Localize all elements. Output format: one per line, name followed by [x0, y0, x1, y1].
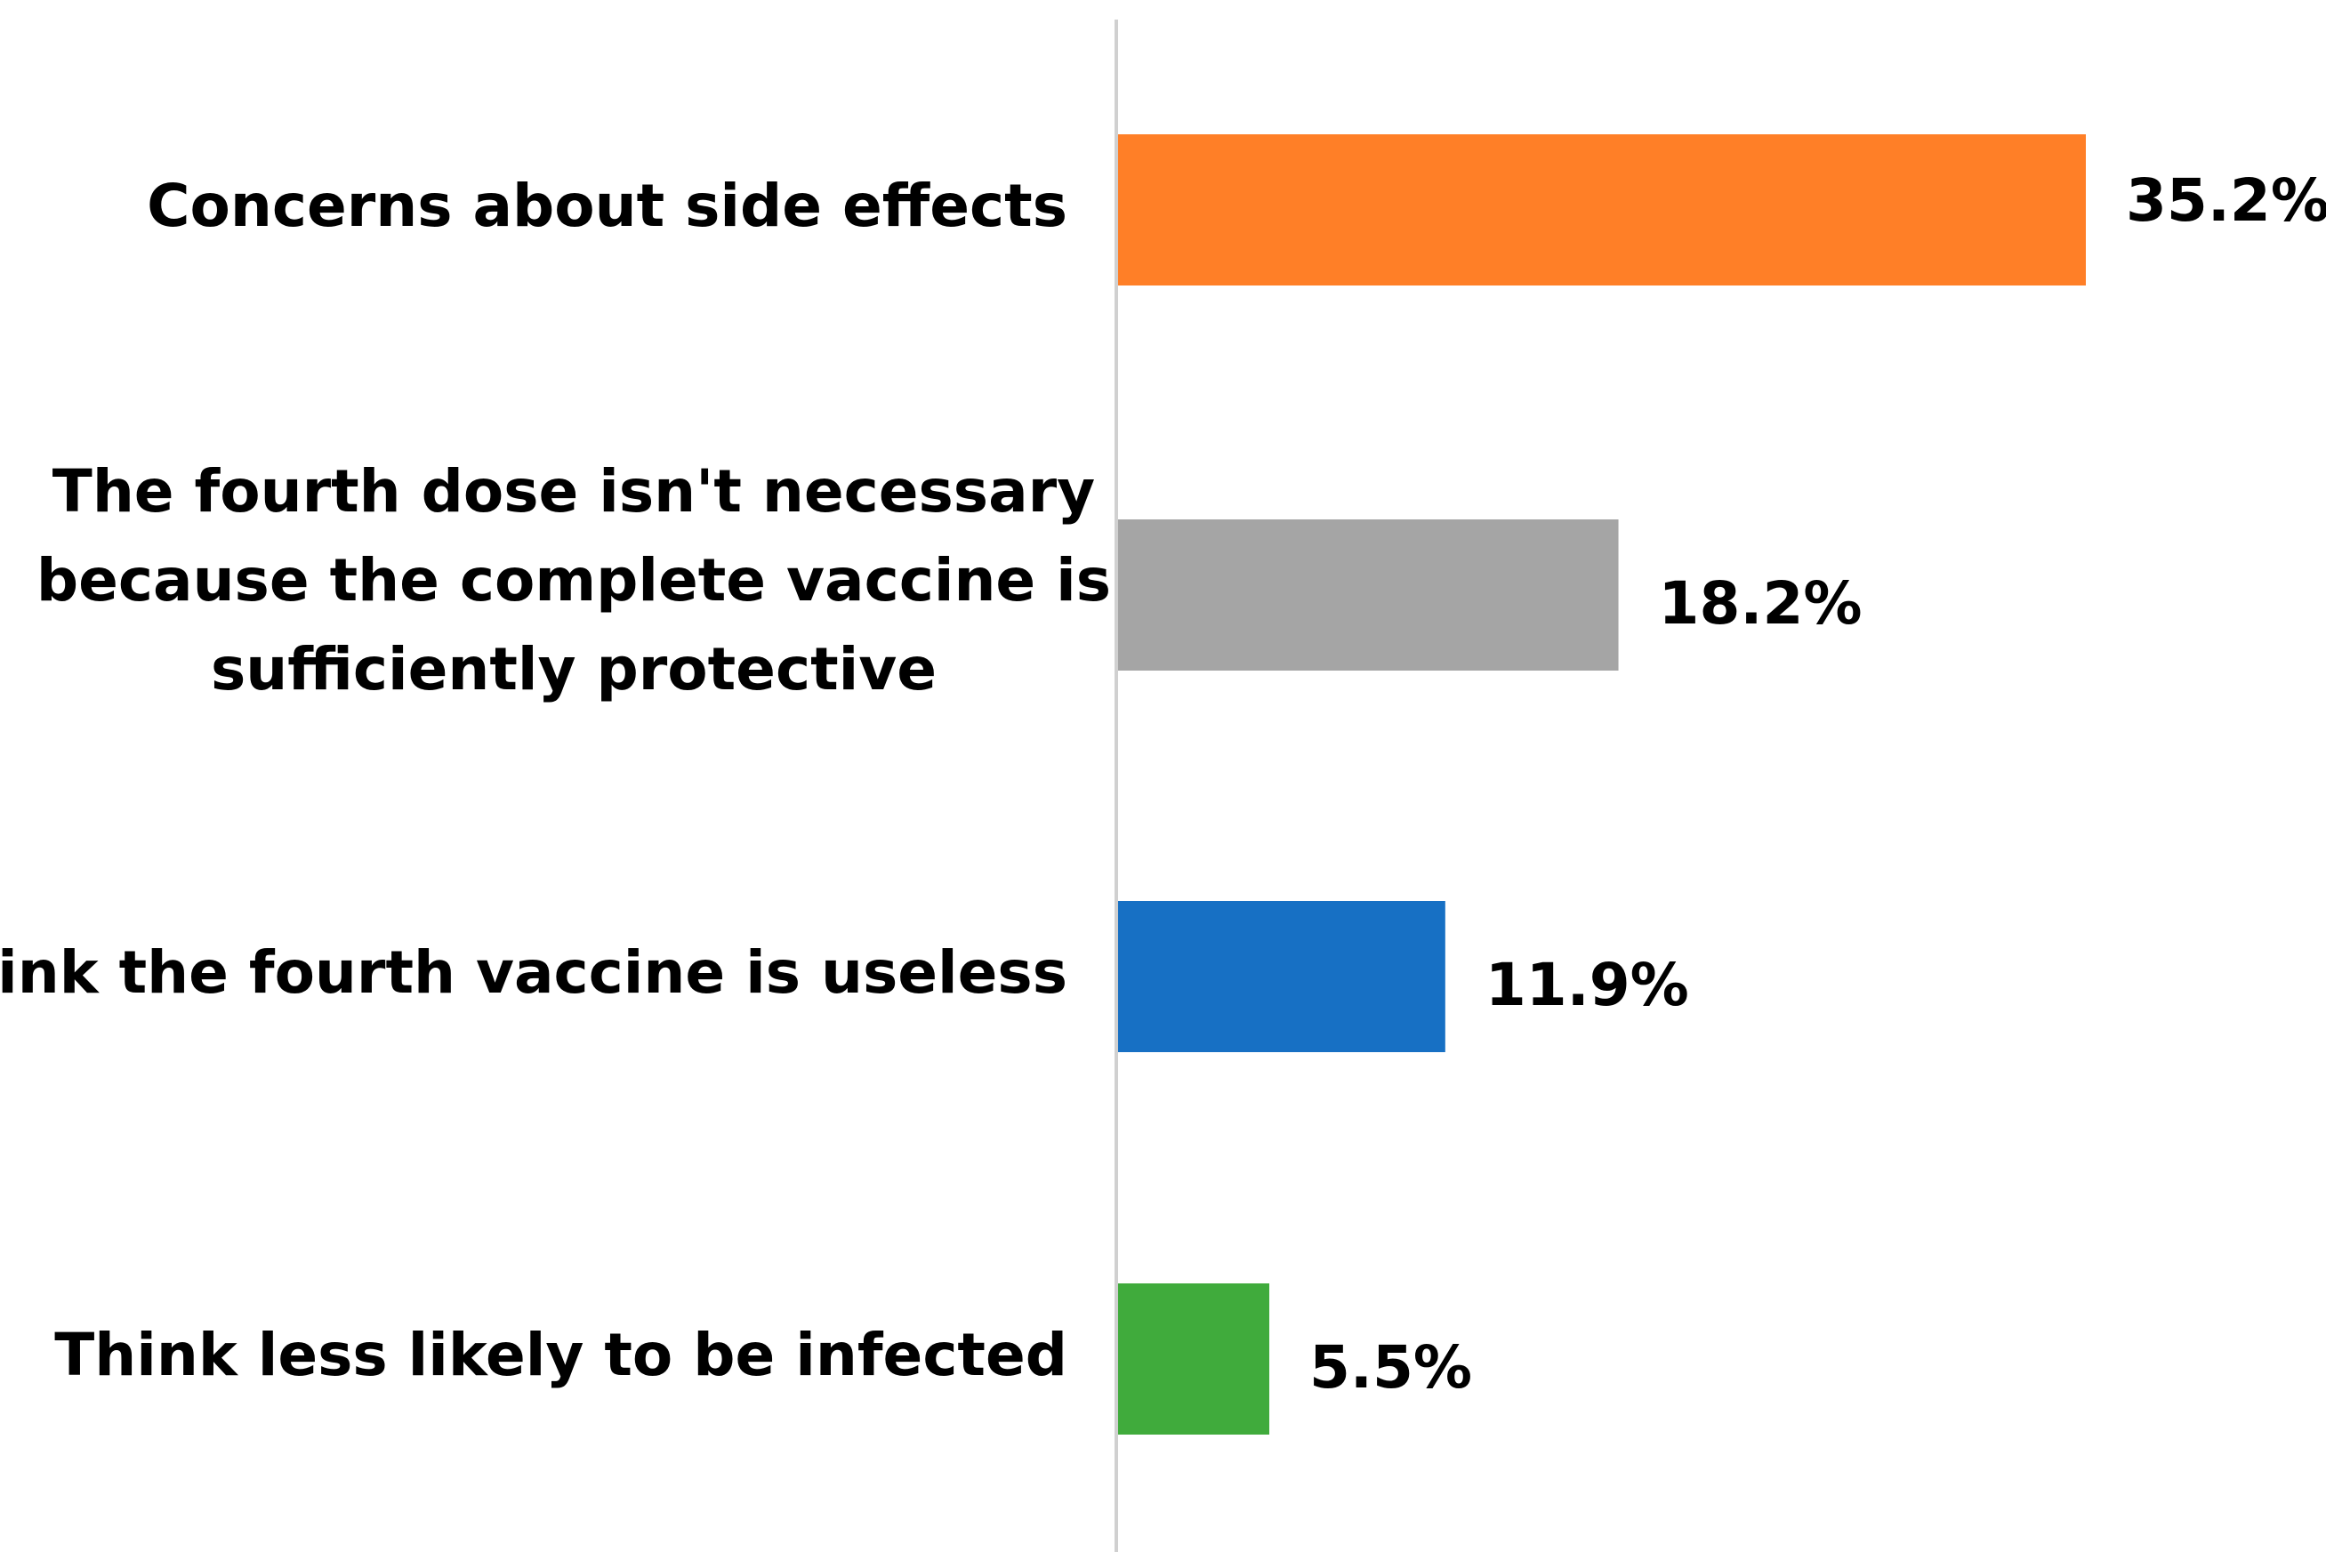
category-label-4: Think less likely to be infected	[54, 1321, 1067, 1389]
category-label-3-line-1: Think the fourth vaccine is useless	[0, 938, 1067, 1007]
category-label-3: Think the fourth vaccine is useless	[0, 938, 1067, 1007]
category-label-2: The fourth dose isn't necessary because t…	[36, 457, 1111, 704]
category-labels-group: Concerns about side effects The fourth do…	[0, 172, 1111, 1389]
value-label-4: 5.5%	[1309, 1333, 1472, 1402]
category-label-2-line-3: sufficiently protective	[211, 635, 937, 704]
category-label-4-line-1: Think less likely to be infected	[54, 1321, 1067, 1389]
value-labels-group: 35.2% 18.2% 11.9% 5.5%	[1309, 166, 2326, 1402]
category-label-1: Concerns about side effects	[147, 172, 1067, 240]
bars-group	[1118, 134, 2086, 1435]
category-label-2-line-2: because the complete vaccine is	[36, 546, 1111, 615]
bar-3	[1118, 901, 1445, 1052]
category-label-1-line-1: Concerns about side effects	[147, 172, 1067, 240]
value-label-3: 11.9%	[1485, 951, 1689, 1019]
bar-1	[1118, 134, 2086, 285]
value-label-2: 18.2%	[1659, 569, 1863, 638]
category-label-2-line-1: The fourth dose isn't necessary	[52, 457, 1095, 526]
value-label-1: 35.2%	[2126, 166, 2326, 235]
bar-2	[1118, 519, 1619, 671]
bar-4	[1118, 1283, 1269, 1435]
